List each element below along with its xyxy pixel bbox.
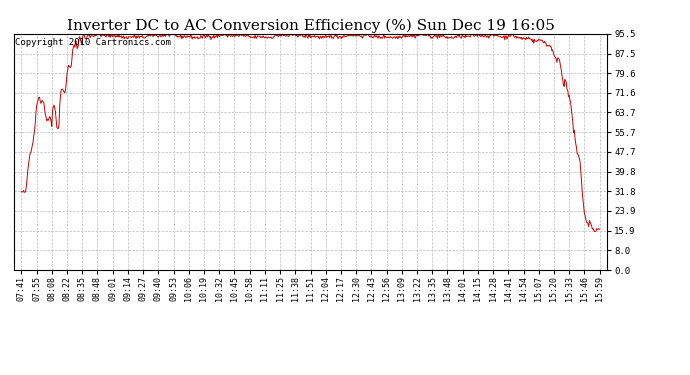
Text: Copyright 2010 Cartronics.com: Copyright 2010 Cartronics.com (15, 39, 171, 48)
Title: Inverter DC to AC Conversion Efficiency (%) Sun Dec 19 16:05: Inverter DC to AC Conversion Efficiency … (66, 18, 555, 33)
